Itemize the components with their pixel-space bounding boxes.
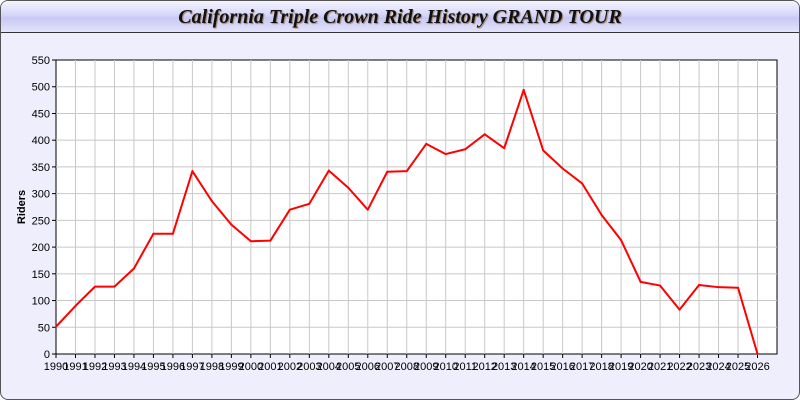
x-tick-label: 1999 <box>219 361 243 373</box>
x-tick-label: 2003 <box>297 361 321 373</box>
y-tick-label: 200 <box>32 242 50 254</box>
y-tick-label: 0 <box>44 349 50 361</box>
x-tick-label: 2019 <box>609 361 633 373</box>
data-point <box>132 267 135 270</box>
y-axis-label: Riders <box>16 190 28 224</box>
y-tick-label: 50 <box>38 322 50 334</box>
y-tick-label: 450 <box>32 108 50 120</box>
x-tick-label: 2006 <box>356 361 380 373</box>
y-tick-label: 150 <box>32 269 50 281</box>
data-point <box>347 186 350 189</box>
data-point <box>483 133 486 136</box>
grid <box>56 60 777 354</box>
x-tick-label: 2021 <box>648 361 672 373</box>
data-point <box>210 200 213 203</box>
x-tick-label: 2010 <box>433 361 457 373</box>
data-point <box>113 285 116 288</box>
data-point <box>581 182 584 185</box>
x-tick-label: 2007 <box>375 361 399 373</box>
x-tick-label: 2014 <box>511 361 535 373</box>
data-point <box>425 142 428 145</box>
y-tick-label: 350 <box>32 162 50 174</box>
x-tick-label: 2012 <box>472 361 496 373</box>
data-point <box>55 325 57 328</box>
y-tick-label: 250 <box>32 215 50 227</box>
x-tick-label: 1996 <box>161 361 185 373</box>
data-point <box>561 167 564 170</box>
data-point <box>659 284 662 287</box>
x-tick-label: 2023 <box>687 361 711 373</box>
data-point <box>464 148 467 151</box>
x-tick-label: 1997 <box>180 361 204 373</box>
data-point <box>698 284 701 287</box>
data-point <box>93 285 96 288</box>
data-point <box>756 353 759 355</box>
data-point <box>542 149 545 152</box>
y-tick-label: 100 <box>32 296 50 308</box>
data-point <box>191 170 194 173</box>
x-tick-label: 2015 <box>531 361 555 373</box>
data-point <box>230 223 233 226</box>
data-point <box>600 214 603 217</box>
data-point <box>405 170 408 173</box>
data-point <box>269 239 272 242</box>
x-tick-label: 2016 <box>550 361 574 373</box>
x-tick-label: 2017 <box>570 361 594 373</box>
x-tick-label: 2002 <box>278 361 302 373</box>
y-axis: 0 50 100 150 200 250 300 350 400 450 500 550 <box>32 55 56 361</box>
x-tick-label: 2001 <box>258 361 282 373</box>
y-tick-label: 550 <box>32 55 50 67</box>
data-point <box>171 232 174 235</box>
data-point <box>327 169 330 172</box>
x-tick-label: 1994 <box>122 361 146 373</box>
x-tick-label: 2011 <box>453 361 477 373</box>
x-tick-label: 2022 <box>667 361 691 373</box>
x-tick-label: 2018 <box>589 361 613 373</box>
x-tick-label: 2005 <box>336 361 360 373</box>
x-tick-label: 1993 <box>102 361 126 373</box>
data-point <box>152 232 155 235</box>
x-tick-label: 2008 <box>395 361 419 373</box>
data-point <box>288 208 291 211</box>
data-point <box>366 208 369 211</box>
x-tick-label: 2000 <box>239 361 263 373</box>
data-point <box>249 240 252 243</box>
data-point <box>444 153 447 156</box>
x-tick-label: 1998 <box>200 361 224 373</box>
plot-area <box>55 59 778 355</box>
x-tick-label: 2024 <box>706 361 730 373</box>
x-tick-label: 1992 <box>83 361 107 373</box>
data-point <box>308 202 311 205</box>
data-point <box>639 280 642 283</box>
x-tick-label: 1995 <box>141 361 165 373</box>
x-tick-label: 1991 <box>63 361 87 373</box>
data-point <box>717 286 720 289</box>
data-point <box>386 170 389 173</box>
x-tick-label: 2004 <box>317 361 341 373</box>
data-point <box>737 286 740 289</box>
data-point <box>503 147 506 150</box>
data-point <box>74 304 77 307</box>
y-tick-label: 400 <box>32 135 50 147</box>
x-tick-label: 1990 <box>44 361 68 373</box>
x-tick-label: 2013 <box>492 361 516 373</box>
series-riders <box>55 88 759 355</box>
data-point <box>678 308 681 311</box>
x-tick-label: 2026 <box>745 361 769 373</box>
data-point <box>522 88 525 91</box>
x-tick-label: 2009 <box>414 361 438 373</box>
data-point <box>620 239 623 242</box>
x-axis: 1990199119921993199419951996199719981999… <box>44 354 770 373</box>
x-tick-label: 2025 <box>726 361 750 373</box>
y-tick-label: 500 <box>32 82 50 94</box>
x-tick-label: 2020 <box>628 361 652 373</box>
y-tick-label: 300 <box>32 189 50 201</box>
chart-title: California Triple Crown Ride History GRA… <box>1 1 799 33</box>
